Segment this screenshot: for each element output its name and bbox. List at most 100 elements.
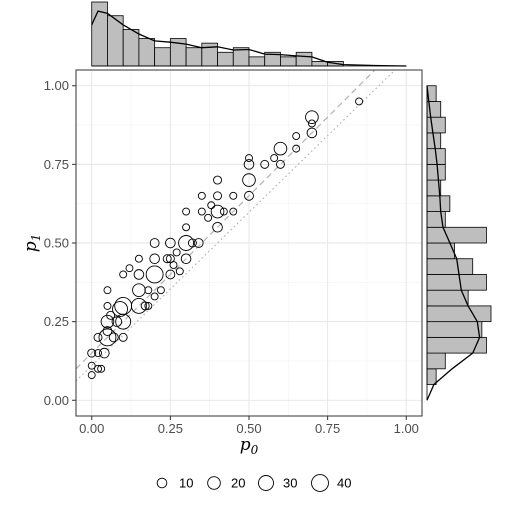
data-point xyxy=(144,286,153,295)
data-point xyxy=(94,349,102,358)
y-tick-label: 0.75 xyxy=(44,157,69,172)
data-point xyxy=(355,97,364,106)
data-point xyxy=(112,301,128,318)
data-point xyxy=(182,223,191,232)
y-axis-title-subscript: 1 xyxy=(29,234,43,242)
y-tick-label: 0.50 xyxy=(44,236,69,251)
legend-label: 10 xyxy=(179,476,193,491)
x-tick-label: 0.75 xyxy=(315,421,340,436)
x-tick-label: 1.00 xyxy=(394,421,419,436)
top-histogram-bar xyxy=(122,29,140,67)
data-point xyxy=(134,254,143,263)
data-point xyxy=(169,261,178,269)
y-tick-label: 0.00 xyxy=(44,393,69,408)
data-point xyxy=(133,269,145,280)
data-point xyxy=(87,371,96,380)
y-axis-title: p1 xyxy=(21,234,43,253)
data-point xyxy=(145,265,164,284)
data-point xyxy=(99,347,110,359)
data-point xyxy=(100,314,115,329)
right-histogram-bar xyxy=(426,163,446,181)
x-axis-title-subscript: 0 xyxy=(251,443,259,457)
right-histogram-bar xyxy=(426,368,437,385)
data-point xyxy=(193,238,204,248)
x-axis-title: p0 xyxy=(240,435,259,457)
legend-key xyxy=(156,477,168,489)
y-axis-title-main: p xyxy=(21,241,41,252)
data-point xyxy=(162,254,172,264)
right-density-curve xyxy=(426,85,481,401)
data-point xyxy=(94,364,102,373)
data-point xyxy=(87,361,96,370)
top-density-curve xyxy=(91,10,407,67)
right-histogram-bar xyxy=(426,305,492,323)
data-point xyxy=(305,110,319,124)
data-point xyxy=(103,301,112,310)
data-point xyxy=(108,332,119,343)
data-point xyxy=(149,238,160,248)
y-tick-label: 1.00 xyxy=(44,78,69,93)
data-point xyxy=(213,175,223,185)
x-tick-label: 0.25 xyxy=(158,421,183,436)
data-point xyxy=(307,119,316,128)
data-point xyxy=(243,159,255,170)
data-point xyxy=(210,204,225,219)
data-point xyxy=(144,301,153,310)
data-point xyxy=(292,144,301,153)
data-point xyxy=(245,154,253,163)
legend-key xyxy=(311,474,329,492)
x-tick-label: 0.50 xyxy=(236,421,261,436)
data-point xyxy=(197,207,206,216)
data-point xyxy=(273,141,288,156)
data-point xyxy=(180,253,192,265)
data-point xyxy=(207,201,216,210)
legend-key xyxy=(258,475,274,491)
right-histogram-bar xyxy=(426,258,474,275)
data-points xyxy=(87,97,364,380)
data-point xyxy=(149,253,160,265)
data-point xyxy=(242,173,256,187)
top-histogram-bar xyxy=(248,56,266,67)
legend-label: 40 xyxy=(337,476,351,491)
right-histogram-bar xyxy=(426,226,487,244)
data-point xyxy=(156,286,165,295)
data-point xyxy=(102,326,113,336)
y-tick-label: 0.25 xyxy=(44,314,69,329)
data-point xyxy=(178,235,195,251)
data-point xyxy=(204,213,213,222)
data-point xyxy=(219,207,228,216)
data-point xyxy=(213,191,223,201)
data-point xyxy=(98,328,117,347)
top-marginal-histogram xyxy=(91,1,407,67)
grid xyxy=(76,70,422,416)
data-point xyxy=(229,207,238,216)
right-histogram-bar xyxy=(426,116,446,134)
data-point xyxy=(212,221,223,233)
right-histogram-bar xyxy=(426,274,487,291)
right-histogram-bar xyxy=(426,321,483,338)
x-axis-ticks: 0.00 0.25 0.50 0.75 1.00 xyxy=(79,416,419,436)
reference-lines xyxy=(75,69,396,382)
data-point xyxy=(118,332,128,342)
data-point xyxy=(275,159,285,169)
data-point xyxy=(93,332,103,342)
x-axis-title-main: p xyxy=(240,435,251,455)
top-histogram-bar xyxy=(138,38,156,67)
data-point xyxy=(175,267,184,276)
top-histogram-bar xyxy=(295,51,313,67)
data-point xyxy=(187,238,197,248)
data-point xyxy=(125,264,134,273)
data-point xyxy=(182,207,191,216)
data-point xyxy=(244,190,254,201)
data-point xyxy=(103,286,112,295)
data-point xyxy=(150,292,159,301)
top-histogram-bar xyxy=(185,47,203,67)
legend-label: 20 xyxy=(231,476,245,491)
data-point xyxy=(292,132,301,141)
data-point xyxy=(270,154,279,163)
top-histogram-bar xyxy=(217,51,234,67)
data-point xyxy=(106,310,116,320)
right-histogram-bar xyxy=(426,195,451,212)
top-histogram-bar xyxy=(154,47,171,67)
